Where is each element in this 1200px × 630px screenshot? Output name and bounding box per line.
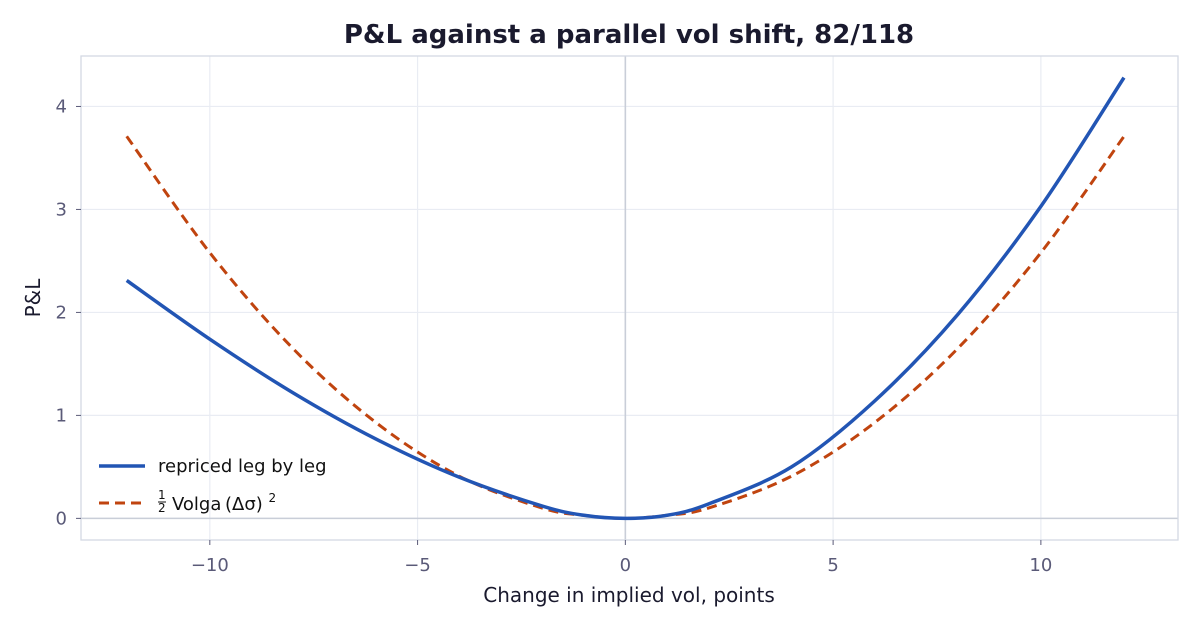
- y-tick-label: 3: [56, 199, 67, 220]
- legend-label-repriced: repriced leg by leg: [158, 456, 327, 477]
- legend: repriced leg by leg 1 2 Volga (Δσ) 2: [99, 456, 327, 517]
- plot-frame: [80, 55, 1179, 541]
- legend-label-volga: 1 2 Volga (Δσ) 2: [158, 483, 276, 517]
- chart-title: P&L against a parallel vol shift, 82/118: [344, 20, 914, 50]
- x-tick-label: −10: [191, 555, 229, 576]
- y-axis-label: P&L: [21, 278, 45, 318]
- x-tick-label: 0: [620, 555, 631, 576]
- y-tick-label: 2: [56, 302, 67, 323]
- series-line-repriced: [125, 76, 1126, 521]
- tick-marks: −10 −5 0 5 10 0 1 2 3 4: [56, 96, 1053, 576]
- y-tick-label: 1: [56, 405, 67, 426]
- grid: [81, 56, 1178, 540]
- y-tick-label: 0: [56, 508, 67, 529]
- x-tick-label: −5: [404, 555, 431, 576]
- x-tick-label: 5: [827, 555, 838, 576]
- y-tick-label: 4: [56, 96, 67, 117]
- x-tick-label: 10: [1029, 555, 1052, 576]
- x-axis-label: Change in implied vol, points: [483, 583, 775, 607]
- series-lines: [125, 76, 1126, 521]
